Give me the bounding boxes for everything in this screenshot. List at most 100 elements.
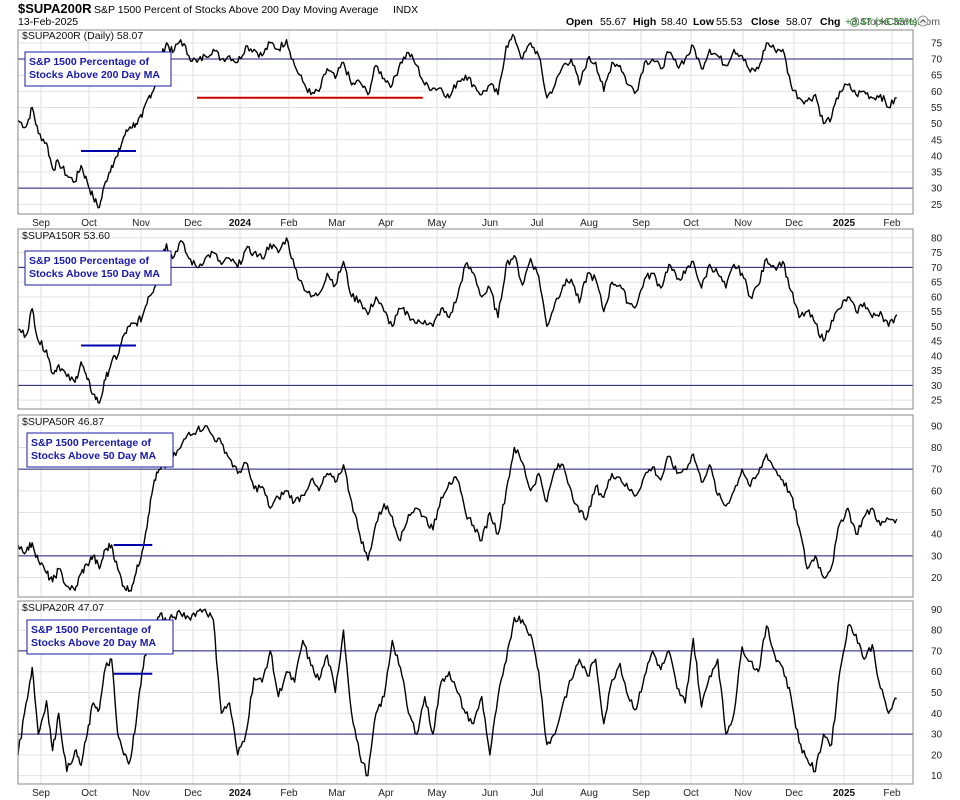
series-line (17, 33, 897, 209)
chart-panels: 25 30 35 40 45 50 55 60 65 70 75 $SUPA200R (Daily) … (17, 29, 943, 799)
y-tick-label: 80 (931, 233, 943, 244)
x-tick-label: Apr (378, 218, 394, 229)
chart-panel-4: 10 20 30 40 50 60 70 80 90 $SUPA20R 47.07 S&P 1500… (17, 600, 943, 799)
series-line (17, 237, 898, 404)
y-tick-label: 30 (931, 730, 943, 741)
x-tick-label: Nov (734, 788, 752, 799)
y-tick-label: 50 (931, 119, 943, 130)
x-tick-label: 2025 (833, 218, 856, 229)
y-tick-label: 70 (931, 465, 943, 476)
open-value: 55.67 (600, 16, 626, 28)
y-tick-label: 80 (931, 443, 943, 454)
y-tick-label: 40 (931, 151, 943, 162)
y-tick-label: 60 (931, 292, 943, 303)
date-label: 13-Feb-2025 (18, 16, 78, 28)
annotation-box (26, 619, 174, 655)
x-tick-label: Jun (482, 218, 498, 229)
y-tick-label: 40 (931, 709, 943, 720)
x-tick-label: Dec (184, 218, 202, 229)
y-tick-label: 35 (931, 168, 943, 179)
x-tick-label: May (428, 218, 447, 229)
low-label: Low (693, 16, 715, 28)
y-tick-label: 65 (931, 71, 943, 82)
y-tick-label: 90 (931, 605, 943, 616)
annotation-box (24, 250, 172, 286)
panel-frame (17, 600, 914, 785)
panel-title: $SUPA150R 53.60 (22, 230, 110, 242)
y-tick-label: 55 (931, 103, 943, 114)
x-tick-label: Oct (683, 788, 699, 799)
annotation-text: Stocks Above 150 Day MA (29, 268, 160, 280)
y-tick-label: 20 (931, 573, 943, 584)
panel-frame (17, 414, 914, 598)
close-value: 58.07 (786, 16, 812, 28)
x-tick-label: Oct (81, 788, 97, 799)
annotation-text: S&P 1500 Percentage of (31, 437, 152, 449)
y-tick-label: 60 (931, 486, 943, 497)
x-tick-label: Feb (883, 218, 901, 229)
annotation-box (26, 432, 174, 468)
y-tick-label: 75 (931, 38, 943, 49)
y-tick-label: 45 (931, 135, 943, 146)
x-tick-label: Dec (184, 788, 202, 799)
x-tick-label: Oct (683, 218, 699, 229)
x-tick-label: Nov (734, 218, 752, 229)
annotation-box (24, 51, 172, 87)
annotation-text: S&P 1500 Percentage of (29, 255, 150, 267)
y-tick-label: 60 (931, 87, 943, 98)
y-tick-label: 45 (931, 337, 943, 348)
chart-header: $SUPA200R S&P 1500 Percent of Stocks Abo… (18, 1, 940, 28)
chart-panel-3: 20 30 40 50 60 70 80 90 $SUPA50R 46.87 S&P 1500 P… (17, 414, 943, 598)
symbol-title: $SUPA200R (18, 1, 92, 16)
y-tick-label: 50 (931, 508, 943, 519)
y-tick-label: 30 (931, 184, 943, 195)
y-tick-label: 70 (931, 646, 943, 657)
y-tick-label: 60 (931, 667, 943, 678)
x-tick-label: Apr (378, 788, 394, 799)
x-tick-label: Jul (531, 218, 544, 229)
x-tick-label: Nov (132, 788, 150, 799)
y-tick-label: 40 (931, 351, 943, 362)
y-tick-label: 20 (931, 750, 943, 761)
y-tick-label: 25 (931, 200, 943, 211)
high-value: 58.40 (661, 16, 687, 28)
panel-frame (17, 29, 914, 215)
x-tick-label: Dec (785, 218, 803, 229)
y-tick-label: 70 (931, 263, 943, 274)
x-tick-label: Nov (132, 218, 150, 229)
panel-title: $SUPA200R (Daily) 58.07 (22, 30, 143, 42)
x-tick-label: Sep (32, 218, 50, 229)
chg-value: +3.47 (+6.35%) (845, 16, 917, 28)
collapse-icon[interactable] (917, 15, 929, 27)
chart-panel-2: 25 30 35 40 45 50 55 60 65 70 75 80 $SUPA150R 53.60 S… (17, 228, 943, 410)
panel-title: $SUPA50R 46.87 (22, 416, 104, 428)
x-tick-label: Sep (632, 788, 650, 799)
y-tick-label: 40 (931, 530, 943, 541)
y-tick-label: 25 (931, 396, 943, 407)
y-tick-label: 50 (931, 688, 943, 699)
annotation-text: S&P 1500 Percentage of (31, 624, 152, 636)
x-tick-label: Feb (280, 788, 298, 799)
x-tick-label: 2024 (229, 788, 252, 799)
y-tick-label: 50 (931, 322, 943, 333)
x-tick-label: Jun (482, 788, 498, 799)
y-tick-label: 80 (931, 626, 943, 637)
chart-panel-1: 25 30 35 40 45 50 55 60 65 70 75 $SUPA200R (Daily) … (17, 29, 943, 229)
open-label: Open (566, 16, 593, 28)
y-tick-label: 55 (931, 307, 943, 318)
annotation-text: Stocks Above 200 Day MA (29, 69, 160, 81)
exchange-label: INDX (393, 4, 418, 16)
series-line (17, 425, 898, 593)
x-tick-label: Feb (280, 218, 298, 229)
x-tick-label: 2025 (833, 788, 856, 799)
close-label: Close (751, 16, 780, 28)
x-tick-label: Dec (785, 788, 803, 799)
symbol-description: S&P 1500 Percent of Stocks Above 200 Day… (94, 4, 379, 16)
x-tick-label: 2024 (229, 218, 252, 229)
y-tick-label: 90 (931, 421, 943, 432)
y-tick-label: 75 (931, 248, 943, 259)
y-tick-label: 35 (931, 366, 943, 377)
x-tick-label: May (428, 788, 447, 799)
y-tick-label: 30 (931, 381, 943, 392)
